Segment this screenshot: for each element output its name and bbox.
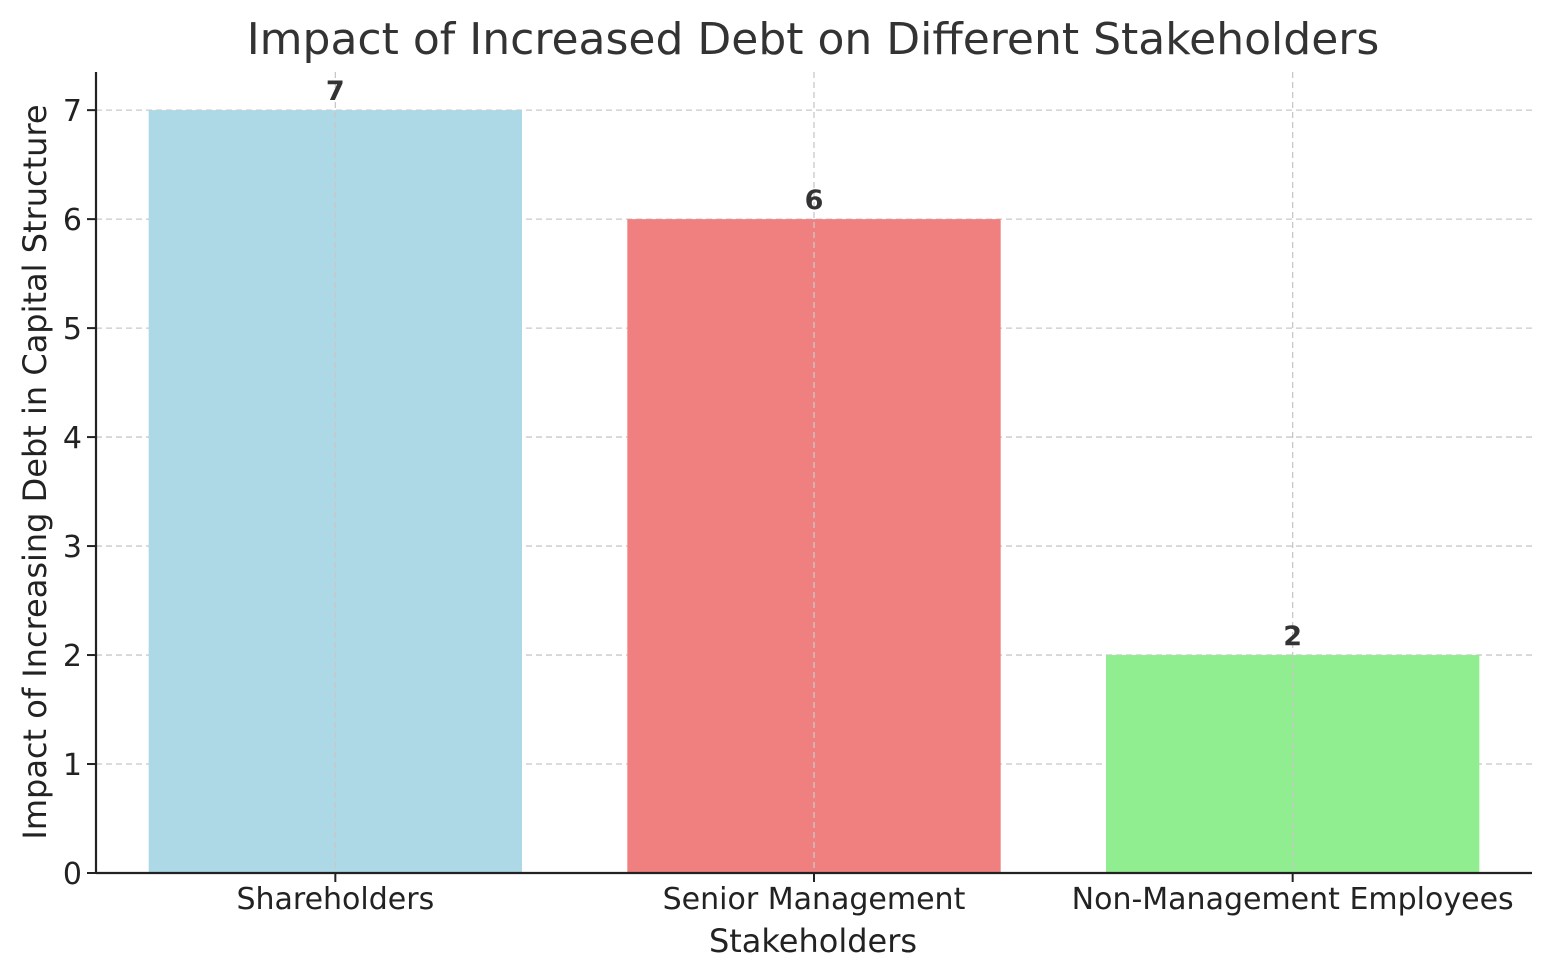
y-tick-label: 7 [63,94,82,129]
y-tick-label: 4 [63,421,82,456]
axis-layer [87,72,1532,882]
x-tick-label: Senior Management [663,882,966,917]
bar-layer [148,72,1480,874]
x-tick-label: Shareholders [236,882,434,917]
chart-title: Impact of Increased Debt on Different St… [247,14,1380,65]
y-tick-label: 3 [63,530,82,565]
x-axis-label: Stakeholders [709,922,917,960]
y-tick-label: 5 [63,312,82,347]
y-tick-label: 0 [63,857,82,892]
bar-value-label: 7 [326,76,345,107]
y-tick-label: 2 [63,639,82,674]
x-tick-label: Non-Management Employees [1072,882,1514,917]
y-tick-label: 6 [63,203,82,238]
y-tick-label: 1 [63,748,82,783]
label-layer: 0 1 2 3 4 5 6 7 7 6 2 Shareholders Senior Management… [63,76,1514,917]
bar-value-label: 2 [1283,621,1302,652]
bar-value-label: 6 [805,185,824,216]
y-axis-label: Impact of Increasing Debt in Capital Str… [16,104,54,839]
